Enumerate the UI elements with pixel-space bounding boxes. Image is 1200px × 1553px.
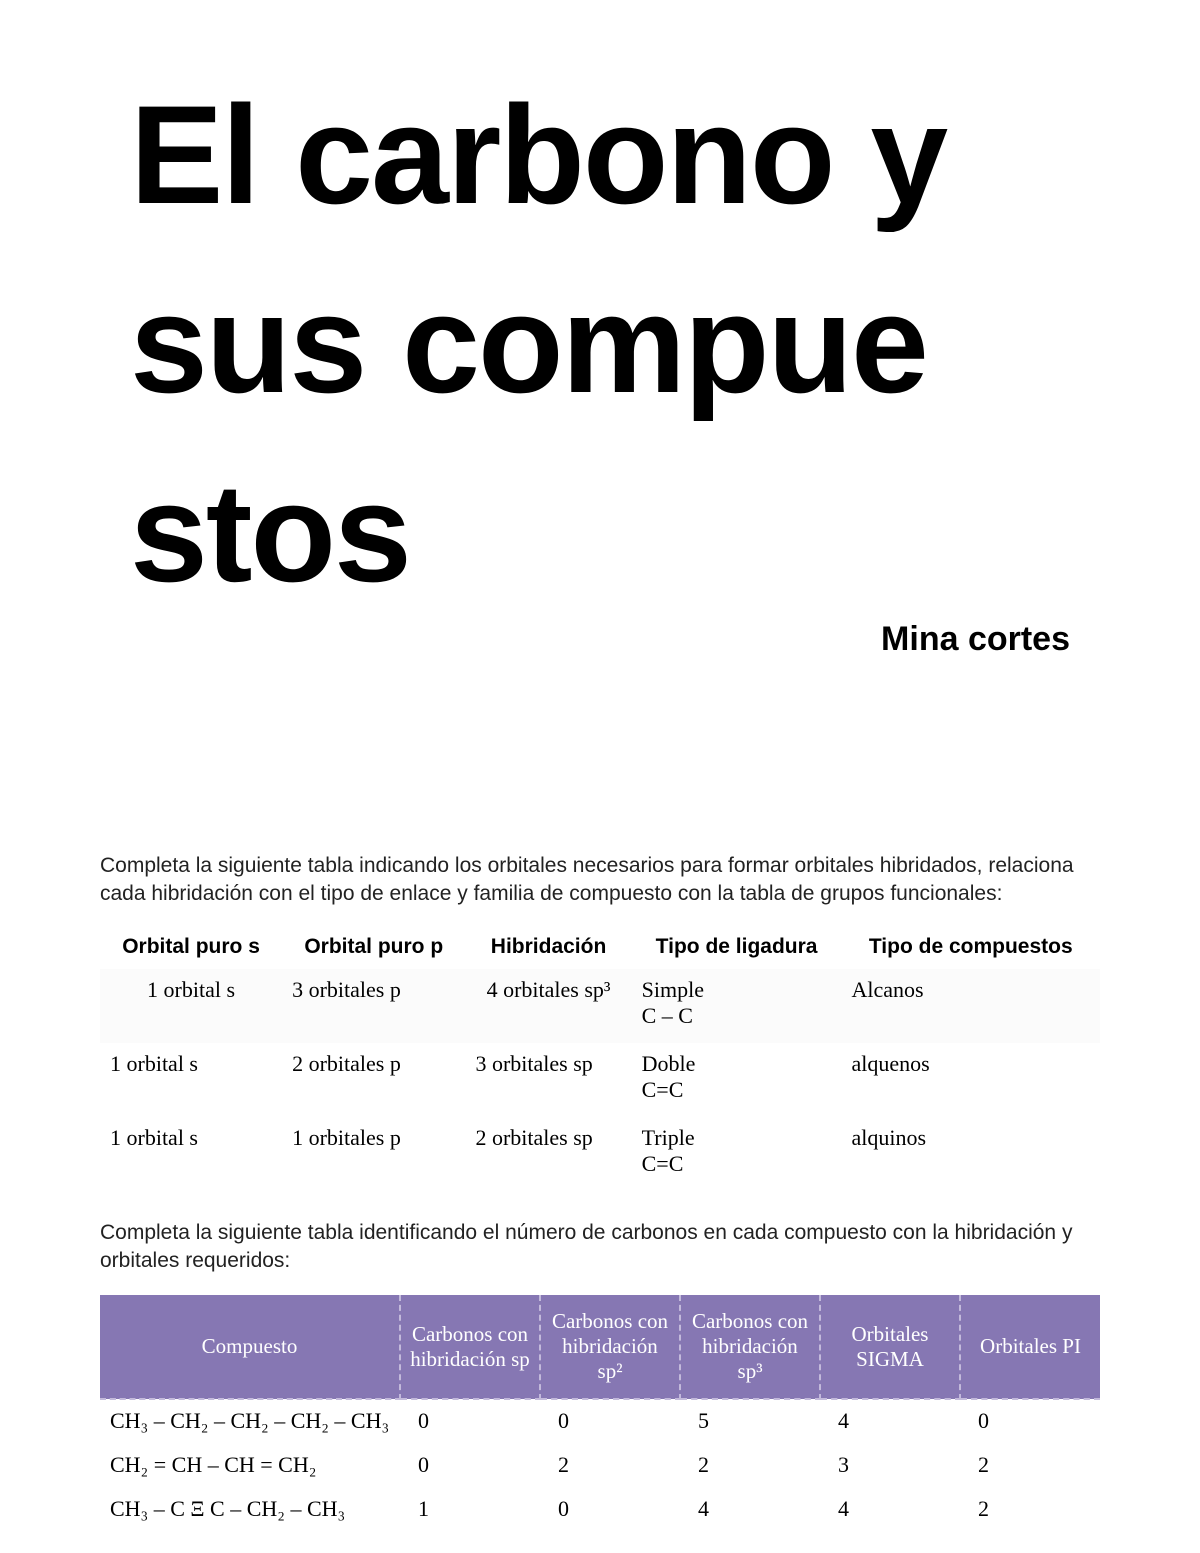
cell: 3 bbox=[820, 1444, 960, 1488]
cell: 2 orbitales sp bbox=[465, 1117, 631, 1191]
table-row: 1 orbital s 2 orbitales p 3 orbitales sp… bbox=[100, 1043, 1100, 1117]
cell: 3 orbitales p bbox=[282, 969, 465, 1043]
table-header-row: Orbital puro s Orbital puro p Hibridació… bbox=[100, 929, 1100, 969]
cell: 1 orbitales p bbox=[282, 1117, 465, 1191]
cell: 2 bbox=[680, 1444, 820, 1488]
cell: 1 orbital s bbox=[100, 1043, 282, 1117]
col-sp2: Carbonos con hibridación sp² bbox=[540, 1295, 680, 1399]
cell-compound: CH₃ – C Ξ C – CH₂ – CH₃ bbox=[100, 1488, 400, 1532]
table-header-row: Compuesto Carbonos con hibridación sp Ca… bbox=[100, 1295, 1100, 1399]
col-sp: Carbonos con hibridación sp bbox=[400, 1295, 540, 1399]
content-region: Completa la siguiente tabla indicando lo… bbox=[100, 852, 1100, 1532]
cell: 0 bbox=[540, 1488, 680, 1532]
hybridization-table: Orbital puro s Orbital puro p Hibridació… bbox=[100, 929, 1100, 1191]
cell: 4 bbox=[820, 1488, 960, 1532]
cell: Doble C=C bbox=[632, 1043, 842, 1117]
table-row: 1 orbital s 1 orbitales p 2 orbitales sp… bbox=[100, 1117, 1100, 1191]
page-title: El carbono y sus compue stos bbox=[130, 60, 950, 627]
cell: 4 orbitales sp³ bbox=[465, 969, 631, 1043]
cell: 1 orbital s bbox=[100, 969, 282, 1043]
cell-line1: Doble bbox=[642, 1051, 696, 1076]
cell: 2 bbox=[960, 1444, 1100, 1488]
cell: 3 orbitales sp bbox=[465, 1043, 631, 1117]
table-row: CH₃ – C Ξ C – CH₂ – CH₃ 1 0 4 4 2 bbox=[100, 1488, 1100, 1532]
instruction-1: Completa la siguiente tabla indicando lo… bbox=[100, 852, 1100, 909]
cell: Alcanos bbox=[842, 969, 1100, 1043]
cell: 0 bbox=[960, 1399, 1100, 1444]
cell: 4 bbox=[820, 1399, 960, 1444]
compounds-table: Compuesto Carbonos con hibridación sp Ca… bbox=[100, 1295, 1100, 1532]
cell-line1: Simple bbox=[642, 977, 704, 1002]
cell: 4 bbox=[680, 1488, 820, 1532]
cell-compound: CH₃ – CH₂ – CH₂ – CH₂ – CH₃ bbox=[100, 1399, 400, 1444]
cell-line1: Triple bbox=[642, 1125, 695, 1150]
table-row: CH₃ – CH₂ – CH₂ – CH₂ – CH₃ 0 0 5 4 0 bbox=[100, 1399, 1100, 1444]
cell: 0 bbox=[540, 1399, 680, 1444]
cell: alquenos bbox=[842, 1043, 1100, 1117]
col-pi: Orbitales PI bbox=[960, 1295, 1100, 1399]
col-compuesto: Compuesto bbox=[100, 1295, 400, 1399]
cell: 2 bbox=[960, 1488, 1100, 1532]
table-row: CH₂ = CH – CH = CH₂ 0 2 2 3 2 bbox=[100, 1444, 1100, 1488]
col-orbital-p: Orbital puro p bbox=[282, 929, 465, 969]
table-row: 1 orbital s 3 orbitales p 4 orbitales sp… bbox=[100, 969, 1100, 1043]
cell: 0 bbox=[400, 1399, 540, 1444]
col-hibridacion: Hibridación bbox=[465, 929, 631, 969]
col-ligadura: Tipo de ligadura bbox=[632, 929, 842, 969]
cell: Simple C – C bbox=[632, 969, 842, 1043]
cell: 5 bbox=[680, 1399, 820, 1444]
cell: 0 bbox=[400, 1444, 540, 1488]
cell-line2: C – C bbox=[642, 1003, 693, 1028]
cell-compound: CH₂ = CH – CH = CH₂ bbox=[100, 1444, 400, 1488]
cell: alquinos bbox=[842, 1117, 1100, 1191]
col-sp3: Carbonos con hibridación sp³ bbox=[680, 1295, 820, 1399]
instruction-2: Completa la siguiente tabla identificand… bbox=[100, 1219, 1100, 1276]
cell-line2: C=C bbox=[642, 1151, 684, 1176]
cell: 1 orbital s bbox=[100, 1117, 282, 1191]
cell: 2 orbitales p bbox=[282, 1043, 465, 1117]
cell: Triple C=C bbox=[632, 1117, 842, 1191]
cell-line2: C=C bbox=[642, 1077, 684, 1102]
col-compuestos: Tipo de compuestos bbox=[842, 929, 1100, 969]
cell: 2 bbox=[540, 1444, 680, 1488]
col-orbital-s: Orbital puro s bbox=[100, 929, 282, 969]
col-sigma: Orbitales SIGMA bbox=[820, 1295, 960, 1399]
cell: 1 bbox=[400, 1488, 540, 1532]
